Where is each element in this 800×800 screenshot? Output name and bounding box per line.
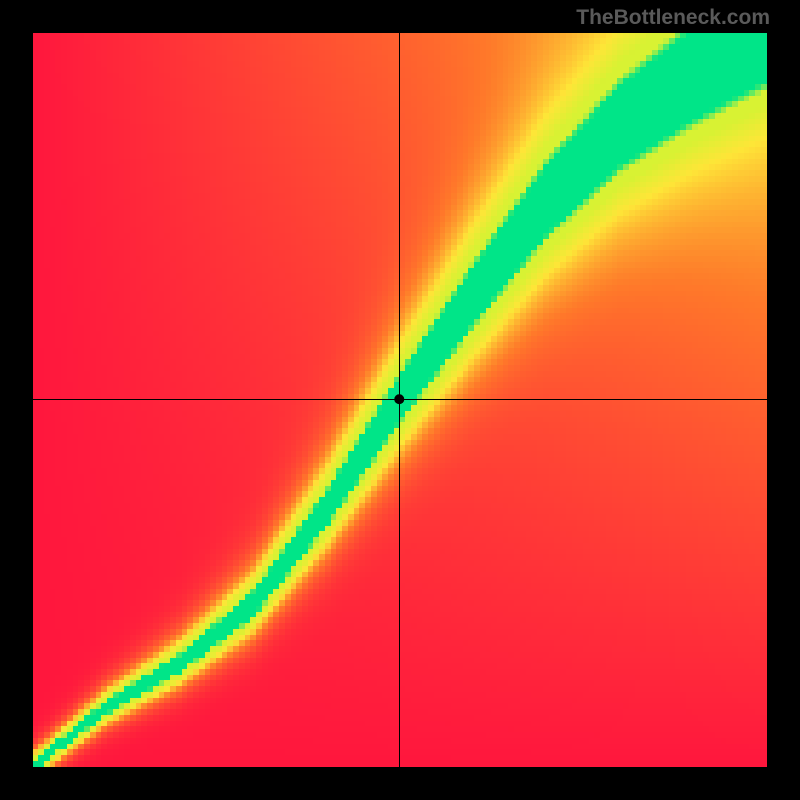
heatmap-canvas [33,33,767,767]
watermark-text: TheBottleneck.com [576,6,770,30]
plot-area [33,33,767,767]
chart-container: TheBottleneck.com [0,0,800,800]
